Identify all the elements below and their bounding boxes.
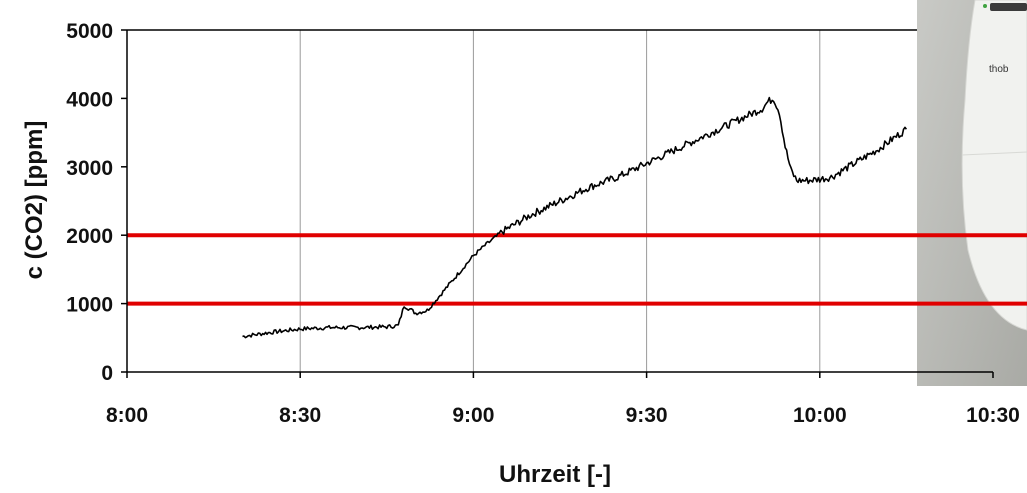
y-tick-label-3000: 3000: [66, 157, 113, 180]
x-tick-label-1000: 10:00: [793, 404, 847, 427]
reference-lines: [127, 233, 1027, 306]
axes: [121, 29, 994, 378]
x-tick-labels: 8:00 8:30 9:00 9:30 10:00 10:30: [106, 404, 1020, 427]
y-tick-label-5000: 5000: [66, 20, 113, 43]
x-tick-label-930: 9:30: [626, 404, 668, 427]
y-tick-label-2000: 2000: [66, 225, 113, 248]
y-tick-label-4000: 4000: [66, 88, 113, 111]
device-photo: thob: [917, 0, 1027, 386]
y-tick-labels: 0 1000 2000 3000 4000 5000: [66, 20, 113, 385]
x-axis-title: Uhrzeit [-]: [499, 461, 611, 488]
photo-caption-text: thob: [989, 64, 1009, 75]
series-layer: [242, 96, 908, 339]
y-axis-title: c (CO2) [ppm]: [21, 121, 48, 280]
y-tick-label-0: 0: [101, 362, 113, 385]
x-tick-label-1030: 10:30: [966, 404, 1020, 427]
y-tick-label-1000: 1000: [66, 294, 113, 317]
vertical-gridlines: [299, 30, 821, 372]
x-tick-label-800: 8:00: [106, 404, 148, 427]
x-tick-label-900: 9:00: [452, 404, 494, 427]
x-tick-label-830: 8:30: [279, 404, 321, 427]
series-line-0: [242, 96, 908, 339]
